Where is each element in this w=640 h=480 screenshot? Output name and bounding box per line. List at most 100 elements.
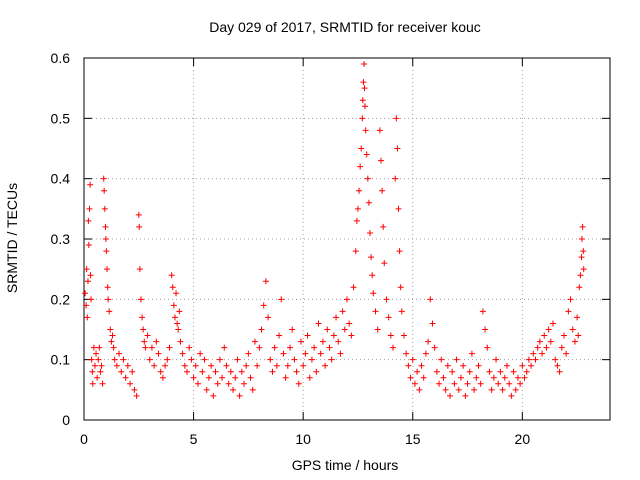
data-point	[466, 368, 473, 375]
data-point	[324, 326, 331, 333]
data-point	[390, 344, 397, 351]
data-point	[394, 145, 401, 152]
data-point	[326, 344, 333, 351]
data-point	[575, 332, 582, 339]
data-point	[106, 308, 113, 315]
data-point	[273, 362, 280, 369]
data-point	[519, 362, 526, 369]
data-point	[184, 368, 191, 375]
data-point	[541, 332, 548, 339]
data-point	[392, 175, 399, 182]
data-point	[510, 368, 517, 375]
data-point	[174, 320, 181, 327]
data-point	[111, 356, 118, 363]
data-point	[315, 320, 322, 327]
data-point	[396, 248, 403, 255]
data-point	[85, 242, 92, 249]
data-point	[300, 362, 307, 369]
data-point	[451, 380, 458, 387]
data-point	[254, 362, 261, 369]
data-point	[462, 392, 469, 399]
data-point	[311, 344, 318, 351]
data-point	[243, 362, 250, 369]
data-point	[552, 356, 559, 363]
data-point	[365, 199, 372, 206]
data-point	[116, 350, 123, 357]
data-point	[525, 356, 532, 363]
data-point	[363, 151, 370, 158]
data-point	[84, 278, 91, 285]
data-point	[131, 386, 138, 393]
data-point	[110, 344, 117, 351]
y-tick-label: 0.2	[51, 291, 71, 307]
data-point	[364, 175, 371, 182]
data-point	[280, 350, 287, 357]
data-point	[471, 386, 478, 393]
data-point	[293, 368, 300, 375]
data-point	[99, 380, 106, 387]
y-tick-label: 0.1	[51, 352, 71, 368]
data-point	[528, 362, 535, 369]
data-point	[179, 350, 186, 357]
data-point	[245, 350, 252, 357]
data-point	[359, 115, 366, 122]
data-point	[571, 338, 578, 345]
data-point	[124, 362, 131, 369]
data-point	[574, 314, 581, 321]
data-point	[122, 374, 129, 381]
chart-title: Day 029 of 2017, SRMTID for receiver kou…	[209, 19, 481, 35]
data-point	[306, 374, 313, 381]
data-point	[558, 344, 565, 351]
data-point	[398, 308, 405, 315]
data-point	[188, 356, 195, 363]
data-point	[433, 368, 440, 375]
data-point	[361, 103, 368, 110]
data-point	[576, 284, 583, 291]
data-point	[201, 356, 208, 363]
data-point	[260, 302, 267, 309]
data-point	[482, 326, 489, 333]
data-point	[88, 356, 95, 363]
data-point	[225, 380, 232, 387]
data-point	[563, 350, 570, 357]
x-tick-label: 10	[295, 431, 311, 447]
data-point	[247, 374, 254, 381]
data-point	[216, 356, 223, 363]
data-point	[169, 284, 176, 291]
data-point	[358, 145, 365, 152]
data-point	[155, 350, 162, 357]
data-point	[397, 284, 404, 291]
data-point	[162, 362, 169, 369]
data-point	[438, 356, 445, 363]
data-point	[385, 314, 392, 321]
data-point	[370, 290, 377, 297]
data-point	[565, 308, 572, 315]
data-point	[208, 362, 215, 369]
data-point	[186, 344, 193, 351]
data-point	[205, 374, 212, 381]
data-point	[479, 308, 486, 315]
data-point	[113, 362, 120, 369]
data-point	[164, 356, 171, 363]
data-point	[289, 326, 296, 333]
x-tick-label: 15	[405, 431, 421, 447]
data-point	[372, 308, 379, 315]
x-tick-label: 20	[515, 431, 531, 447]
data-point	[348, 332, 355, 339]
data-point	[282, 374, 289, 381]
data-point	[380, 223, 387, 230]
data-point	[168, 272, 175, 279]
data-point	[357, 163, 364, 170]
data-point	[367, 229, 374, 236]
data-point	[107, 326, 114, 333]
data-point	[545, 326, 552, 333]
data-point	[142, 344, 149, 351]
data-point	[368, 254, 375, 261]
data-point	[422, 350, 429, 357]
data-point	[453, 356, 460, 363]
grid-lines	[84, 58, 610, 420]
data-point	[341, 326, 348, 333]
data-point	[369, 272, 376, 279]
data-point	[328, 356, 335, 363]
